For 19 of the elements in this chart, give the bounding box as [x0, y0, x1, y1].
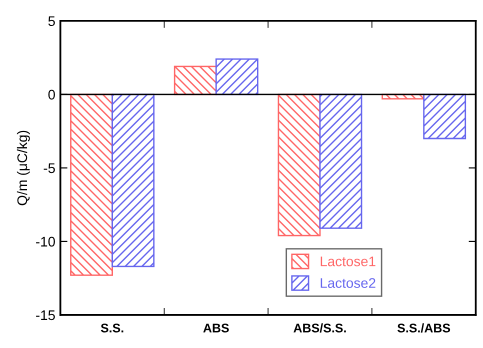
legend-label: Lactose2	[320, 278, 376, 288]
x-tick-label: S.S.	[100, 324, 124, 332]
y-tick-label: 0	[48, 90, 55, 100]
bar	[174, 66, 217, 96]
bar	[215, 58, 258, 96]
x-tick-label: ABS/S.S.	[294, 323, 346, 333]
bar	[278, 94, 321, 236]
y-axis-title: Q/m (μC/kg)	[16, 130, 30, 206]
y-tick-label: -15	[36, 310, 55, 320]
bar	[423, 94, 466, 140]
y-tick-label: 5	[48, 16, 55, 26]
x-tick-label: S.S./ABS	[397, 323, 450, 333]
legend-label: Lactose1	[320, 256, 376, 266]
bar	[70, 94, 113, 276]
x-tick-label: ABS	[203, 324, 229, 332]
y-tick-label: -10	[36, 236, 55, 247]
y-tick-label: -5	[44, 163, 55, 174]
bar	[112, 94, 155, 268]
bar	[319, 94, 362, 229]
